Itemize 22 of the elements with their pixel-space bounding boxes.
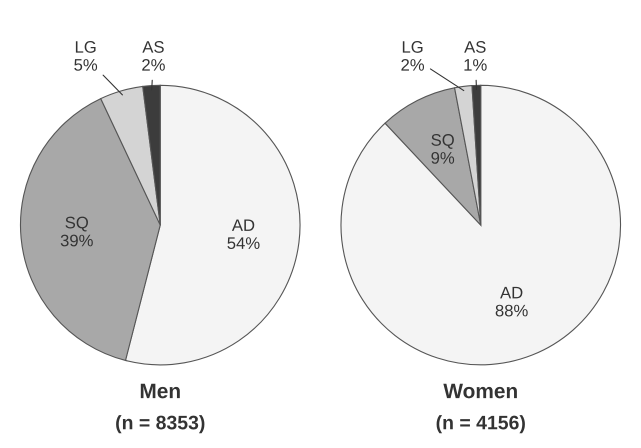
pie-slice xyxy=(340,84,622,366)
data-label: 88% xyxy=(496,304,528,316)
data-label: 9% xyxy=(431,152,454,164)
data-label: 2% xyxy=(142,58,165,71)
slice-label: SQ xyxy=(65,216,88,232)
slice-label: LG xyxy=(402,41,422,53)
slice-label: AD xyxy=(232,219,254,231)
text: (n = 8353) xyxy=(116,415,204,434)
slice-label: SQ xyxy=(431,134,454,149)
data-label: 1% xyxy=(464,59,487,71)
slice-label: AD xyxy=(500,286,522,298)
slice-label: AS xyxy=(142,41,164,53)
pie-slice xyxy=(384,87,482,226)
data-label: 5% xyxy=(74,59,98,71)
text: (n = 4156) xyxy=(436,415,525,434)
slice-label: LG xyxy=(76,41,96,53)
data-label: 2% xyxy=(401,58,424,71)
data-label: 39% xyxy=(60,234,93,246)
text: Women xyxy=(443,384,517,398)
text: Men xyxy=(140,384,180,398)
data-label: 54% xyxy=(227,237,260,250)
slice-label: AS xyxy=(464,41,486,53)
